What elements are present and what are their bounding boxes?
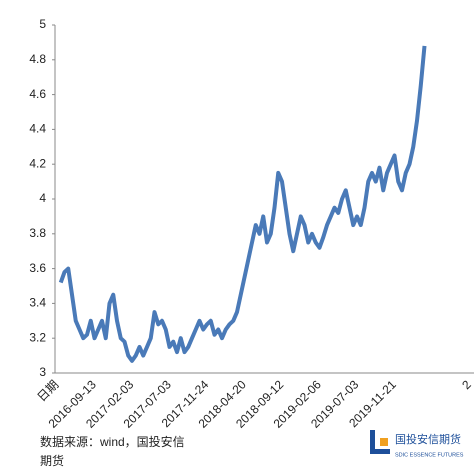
y-tick-label: 4.6 [29, 87, 46, 101]
source-line2: 期货 [40, 453, 64, 468]
y-tick-label: 3.2 [29, 330, 46, 344]
source: 数据来源：wind，国投安信 [40, 434, 185, 449]
y-tick-label: 3.4 [29, 296, 46, 310]
logo-text: 国投安信期货 [395, 432, 461, 446]
x-tick-label: 日期 [34, 377, 61, 404]
y-tick-label: 3 [39, 365, 46, 379]
y-tick-label: 4.2 [29, 156, 46, 170]
logo [370, 430, 390, 454]
y-tick-label: 4 [39, 191, 46, 205]
logo-icon [370, 430, 375, 454]
y-tick-label: 3.8 [29, 226, 46, 240]
logo-icon [370, 449, 390, 454]
line [58, 45, 427, 363]
logo-icon [380, 438, 388, 446]
y-tick-label: 4.8 [29, 52, 46, 66]
y-tick-label: 3.6 [29, 261, 46, 275]
logo-subtext: SDIC ESSENCE FUTURES [395, 452, 464, 458]
y-tick-label: 5 [39, 17, 46, 31]
y-tick-label: 4.4 [29, 122, 46, 136]
x-tick-label: 2 [459, 377, 474, 392]
